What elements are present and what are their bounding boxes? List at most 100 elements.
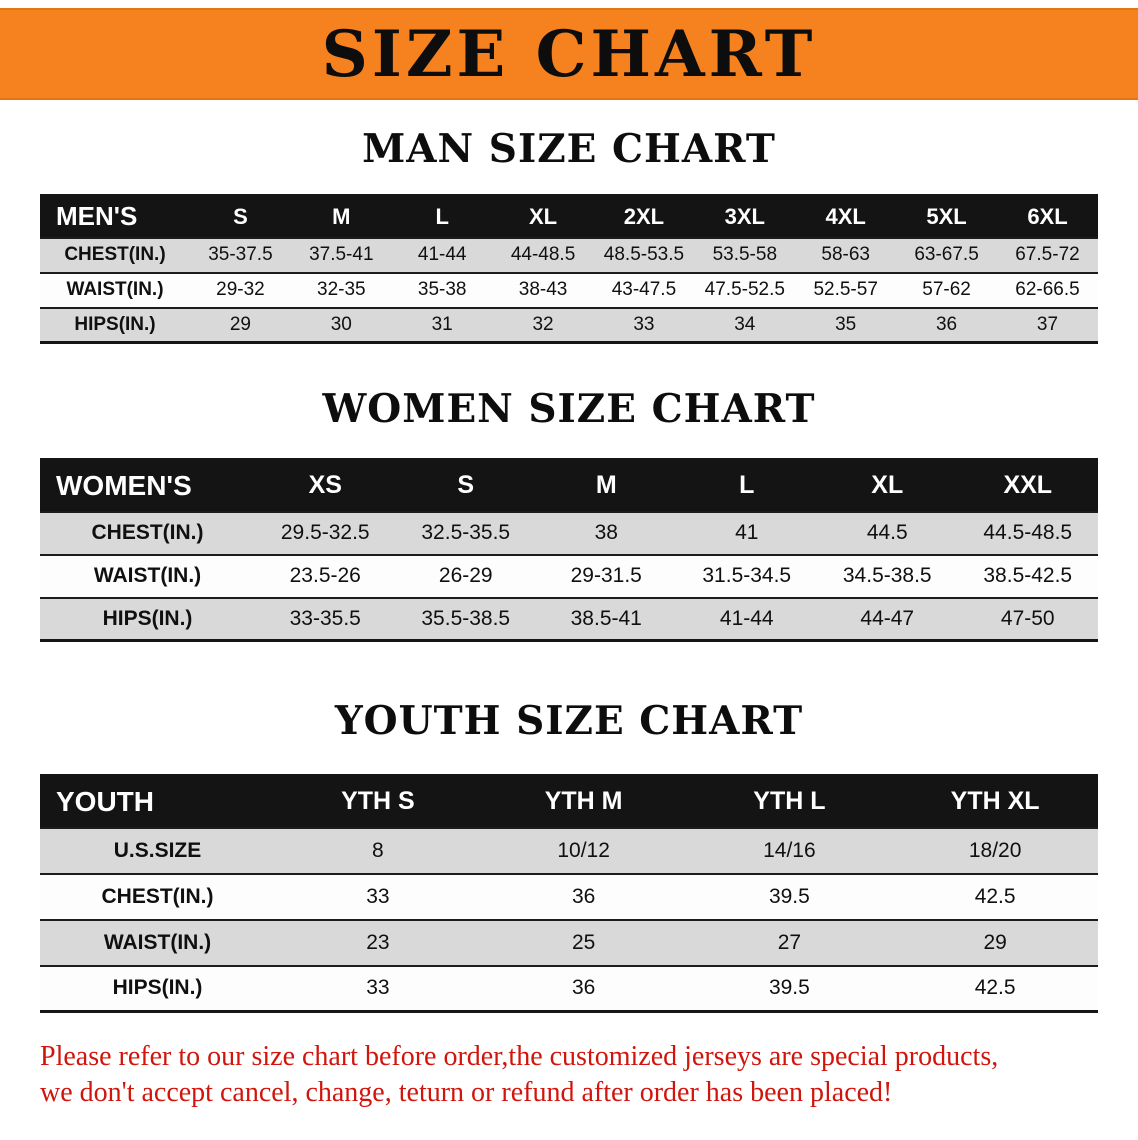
women-size-column-header: M <box>595 471 617 500</box>
youth-size-column-header: YTH M <box>544 787 623 816</box>
youth-value-cell: 39.5 <box>768 976 810 1000</box>
men-table-row: CHEST(IN.) 35-37.5 37.5-41 41-44 44-48.5 48.5… <box>40 237 1098 273</box>
men-value-cell: 35 <box>835 313 857 335</box>
women-table-head: WOMEN'S XS S M L XL XXL <box>40 459 1098 512</box>
women-header-row: WOMEN'S XS S M L XL XXL <box>40 459 1098 512</box>
men-table-row: WAIST(IN.) 29-32 32-35 35-38 38-43 43-47.5 47.… <box>40 272 1098 308</box>
women-size-column-header: XXL <box>1003 471 1053 500</box>
women-value-cell: 32.5-35.5 <box>421 521 511 544</box>
men-value-cell: 63-67.5 <box>914 244 979 265</box>
women-value-cell: 31.5-34.5 <box>702 564 792 587</box>
women-value-cell: 38.5-42.5 <box>983 564 1073 587</box>
men-size-section: MAN SIZE CHART MEN'S S M L XL 2XL 3XL 4XL 5XL 6XL C… <box>0 126 1138 344</box>
men-value-cell: 31 <box>431 313 453 335</box>
men-value-cell: 52.5-57 <box>813 279 878 300</box>
women-value-cell: 44.5 <box>866 521 908 544</box>
women-size-column-header: S <box>457 471 475 500</box>
youth-table-head: YOUTH YTH S YTH M YTH L YTH XL <box>40 775 1098 828</box>
youth-value-cell: 42.5 <box>974 976 1016 1000</box>
men-size-heading: MAN SIZE CHART <box>362 126 776 172</box>
youth-size-column-header: YTH S <box>341 787 415 816</box>
youth-size-table: YOUTH YTH S YTH M YTH L YTH XL U.S.SIZE 8 10/12… <box>40 774 1098 1013</box>
youth-header-row: YOUTH YTH S YTH M YTH L YTH XL <box>40 775 1098 828</box>
youth-value-cell: 27 <box>777 930 802 954</box>
women-size-table: WOMEN'S XS S M L XL XXL CHEST(IN.) 29.5-32.5 32.5… <box>40 458 1098 642</box>
men-row-label: HIPS(IN.) <box>74 313 156 335</box>
women-table-title: WOMEN'S <box>56 469 192 501</box>
youth-table-body: U.S.SIZE 8 10/12 14/16 18/20 CHEST(IN.) 33 36 39… <box>40 827 1098 1012</box>
women-size-column-header: XL <box>871 471 904 500</box>
women-value-cell: 29-31.5 <box>570 564 642 587</box>
men-value-cell: 41-44 <box>417 244 467 265</box>
men-row-label: WAIST(IN.) <box>66 279 164 300</box>
youth-size-section: YOUTH SIZE CHART YOUTH YTH S YTH M YTH L YTH … <box>0 698 1138 1013</box>
youth-value-cell: 23 <box>366 930 390 954</box>
men-size-column-header: M <box>332 203 351 229</box>
notice-line-2: we don't accept cancel, change, teturn o… <box>40 1077 893 1109</box>
men-value-cell: 44-48.5 <box>510 244 576 265</box>
women-value-cell: 23.5-26 <box>289 564 361 587</box>
youth-table-row: U.S.SIZE 8 10/12 14/16 18/20 <box>40 827 1098 874</box>
men-size-column-header: S <box>233 203 248 229</box>
women-value-cell: 44.5-48.5 <box>983 521 1073 544</box>
women-row-label: HIPS(IN.) <box>102 606 193 630</box>
youth-value-cell: 33 <box>366 976 390 1000</box>
women-size-heading: WOMEN SIZE CHART <box>322 386 816 432</box>
women-value-cell: 44-47 <box>860 606 915 630</box>
men-value-cell: 32 <box>532 313 554 335</box>
men-table-body: CHEST(IN.) 35-37.5 37.5-41 41-44 44-48.5 48.5… <box>40 237 1098 343</box>
women-value-cell: 33-35.5 <box>289 606 361 630</box>
women-value-cell: 35.5-38.5 <box>421 606 511 630</box>
youth-size-column-header: YTH L <box>753 787 826 816</box>
women-size-section: WOMEN SIZE CHART WOMEN'S XS S M L XL XXL CHEST(I… <box>0 386 1138 642</box>
youth-value-cell: 25 <box>571 930 596 954</box>
youth-value-cell: 8 <box>372 838 384 862</box>
youth-table-row: WAIST(IN.) 23 25 27 29 <box>40 919 1098 966</box>
men-table-row: HIPS(IN.) 29 30 31 32 33 34 35 36 37 <box>40 307 1098 343</box>
men-size-column-header: 4XL <box>825 203 866 229</box>
men-value-cell: 34 <box>734 313 756 335</box>
youth-value-cell: 36 <box>571 976 596 1000</box>
youth-value-cell: 29 <box>983 930 1007 954</box>
men-size-column-header: XL <box>529 203 558 229</box>
men-value-cell: 58-63 <box>821 244 870 265</box>
men-value-cell: 35-38 <box>417 279 467 300</box>
women-size-column-header: XS <box>308 471 342 500</box>
men-table-title: MEN'S <box>56 201 138 232</box>
men-value-cell: 43-47.5 <box>611 279 677 300</box>
charts-container: MAN SIZE CHART MEN'S S M L XL 2XL 3XL 4XL 5XL 6XL C… <box>0 126 1138 1013</box>
youth-value-cell: 42.5 <box>974 884 1016 908</box>
men-value-cell: 48.5-53.5 <box>603 244 685 265</box>
banner: SIZE CHART <box>0 8 1138 100</box>
men-value-cell: 37.5-41 <box>309 244 374 265</box>
men-value-cell: 47.5-52.5 <box>704 279 785 300</box>
youth-row-label: WAIST(IN.) <box>103 930 212 954</box>
youth-size-column-header: YTH XL <box>950 787 1040 816</box>
women-table-row: HIPS(IN.) 33-35.5 35.5-38.5 38.5-41 41-44 44-… <box>40 597 1098 641</box>
men-table-head: MEN'S S M L XL 2XL 3XL 4XL 5XL 6XL <box>40 195 1098 238</box>
women-row-label: CHEST(IN.) <box>91 521 204 544</box>
men-value-cell: 67.5-72 <box>1015 244 1080 265</box>
size-chart-page: SIZE CHART MAN SIZE CHART MEN'S S M L XL 2XL 3X… <box>0 8 1138 1140</box>
men-size-column-header: 3XL <box>724 203 765 229</box>
women-value-cell: 38 <box>594 521 618 544</box>
youth-table-row: CHEST(IN.) 33 36 39.5 42.5 <box>40 873 1098 920</box>
youth-row-label: CHEST(IN.) <box>101 884 214 908</box>
men-value-cell: 62-66.5 <box>1015 279 1080 300</box>
men-value-cell: 36 <box>935 313 958 335</box>
footer-notice: Please refer to our size chart before or… <box>40 1039 1118 1112</box>
youth-value-cell: 18/20 <box>968 838 1022 862</box>
men-value-cell: 29 <box>229 313 251 335</box>
youth-value-cell: 36 <box>571 884 596 908</box>
men-header-row: MEN'S S M L XL 2XL 3XL 4XL 5XL 6XL <box>40 195 1098 238</box>
men-size-column-header: 6XL <box>1027 203 1068 229</box>
women-value-cell: 34.5-38.5 <box>842 564 932 587</box>
women-value-cell: 41-44 <box>719 606 774 630</box>
women-table-body: CHEST(IN.) 29.5-32.5 32.5-35.5 38 41 44.5 44.5… <box>40 511 1098 641</box>
women-size-column-header: L <box>739 471 755 500</box>
men-size-table: MEN'S S M L XL 2XL 3XL 4XL 5XL 6XL CHEST(IN.) 35-37… <box>40 194 1098 344</box>
men-size-column-header: L <box>435 203 449 229</box>
youth-value-cell: 10/12 <box>557 838 610 862</box>
youth-value-cell: 39.5 <box>768 884 810 908</box>
youth-table-title: YOUTH <box>56 785 154 817</box>
